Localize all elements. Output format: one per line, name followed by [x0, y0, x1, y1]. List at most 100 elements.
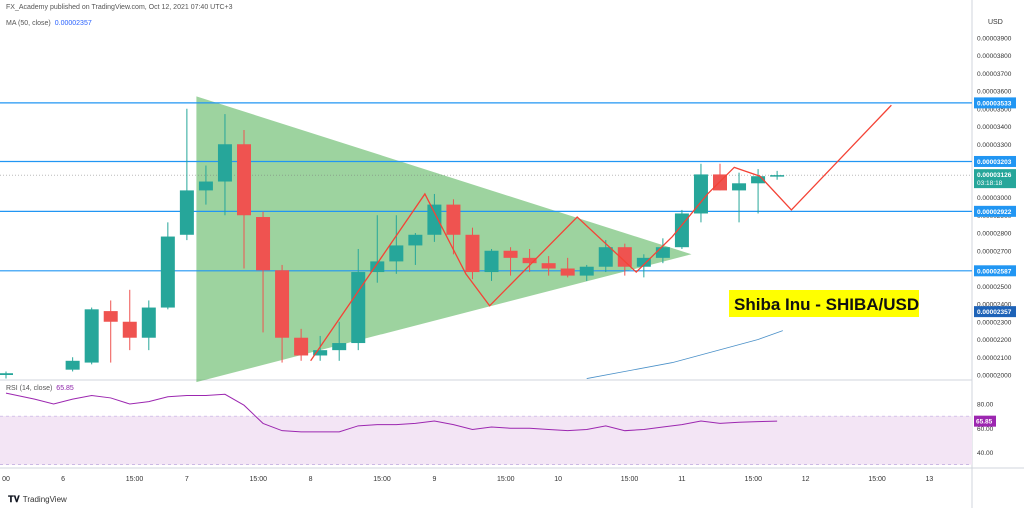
ma-label-text: MA (50, close) — [6, 20, 51, 27]
time-tick-label: 11 — [678, 476, 685, 483]
projection-zigzag — [310, 104, 892, 362]
price-tick-label: 0.00002700 — [977, 248, 1012, 255]
price-tick-label: 0.00002800 — [977, 231, 1012, 238]
candle-up — [579, 266, 594, 276]
level-price-badge — [974, 265, 1016, 277]
candle-down — [522, 257, 537, 264]
candle-up — [332, 343, 347, 351]
rsi-indicator-label: RSI (14, close) 65.85 — [6, 385, 74, 392]
ma-price-label: 0.00002357 — [977, 309, 1012, 316]
rsi-label-value: 65.85 — [56, 385, 74, 392]
candle-up — [370, 261, 385, 273]
level-price-label: 0.00002587 — [977, 268, 1012, 275]
candle-up — [427, 204, 442, 235]
candle-up — [84, 309, 99, 363]
level-price-label: 0.00003203 — [977, 159, 1012, 166]
candle-down — [446, 204, 461, 235]
last-price-badge — [974, 169, 1016, 189]
candle-up — [655, 247, 670, 258]
rsi-tick-label: 40.00 — [977, 450, 994, 457]
candle-up — [636, 257, 651, 267]
rsi-value-badge — [974, 415, 996, 427]
candle-down — [237, 144, 251, 216]
candle-down — [122, 321, 137, 338]
candle-up — [389, 245, 404, 262]
ma-label-value: 0.00002357 — [54, 20, 92, 27]
candle-up — [160, 236, 175, 308]
level-price-badge — [974, 97, 1016, 109]
price-tick-label: 0.00003300 — [977, 142, 1012, 149]
level-price-badge — [974, 205, 1016, 217]
candle-up — [351, 272, 366, 344]
candle-up — [732, 183, 747, 191]
countdown-label: 03:18:18 — [977, 180, 1003, 187]
candle-up — [179, 190, 194, 235]
candle-down — [256, 217, 271, 271]
triangle-pattern — [196, 96, 692, 383]
last-price-label: 0.00003126 — [977, 172, 1012, 179]
tradingview-brand: 𝐓𝐕 TradingView — [8, 494, 67, 505]
price-tick-label: 0.00003400 — [977, 124, 1012, 131]
rsi-line — [5, 392, 778, 433]
time-tick-label: 13 — [926, 476, 934, 483]
price-tick-label: 0.00003800 — [977, 53, 1012, 60]
price-tick-label: 0.00002500 — [977, 284, 1012, 291]
time-tick-label: 15:00 — [373, 476, 391, 483]
price-tick-label: 0.00002100 — [977, 355, 1012, 362]
price-tick-label: 0.00003000 — [977, 195, 1012, 202]
candle-up — [598, 247, 613, 267]
time-tick-label: 15:00 — [868, 476, 886, 483]
ma-line — [586, 330, 783, 379]
time-tick-label: 15:00 — [126, 476, 144, 483]
time-tick-label: 15:00 — [745, 476, 763, 483]
time-tick-label: 15:00 — [621, 476, 639, 483]
time-tick-label: 7 — [185, 476, 189, 483]
time-tick-label: 6 — [61, 476, 65, 483]
candle-down — [503, 250, 518, 258]
candle-up — [65, 360, 80, 370]
candle-down — [617, 247, 632, 267]
price-tick-label: 0.00002300 — [977, 319, 1012, 326]
rsi-tick-label: 60.00 — [977, 426, 994, 433]
price-tick-label: 0.00003500 — [977, 106, 1012, 113]
price-tick-label: 0.00003900 — [977, 35, 1012, 42]
brand-text: TradingView — [22, 495, 67, 504]
time-tick-label: 9 — [432, 476, 436, 483]
time-tick-label: 10 — [554, 476, 562, 483]
candle-up — [674, 213, 689, 248]
level-price-label: 0.00002922 — [977, 209, 1012, 216]
price-tick-label: 0.00002200 — [977, 337, 1012, 344]
chart-title-callout: Shiba Inu - SHIBA/USD — [729, 290, 919, 317]
candle-up — [217, 144, 232, 182]
chart-title: Shiba Inu - SHIBA/USD — [734, 295, 919, 314]
rsi-tick-label: 80.00 — [977, 402, 994, 409]
rsi-label-text: RSI (14, close) — [6, 385, 53, 392]
candle-up — [141, 307, 156, 338]
rsi-value-label: 65.85 — [976, 419, 993, 426]
candle-up — [751, 176, 766, 184]
candle-down — [465, 234, 480, 273]
candle-up — [693, 174, 708, 214]
publish-header: FX_Academy published on TradingView.com,… — [6, 4, 233, 11]
callout-background — [729, 290, 919, 317]
candle-down — [275, 270, 290, 338]
candle-up — [0, 373, 13, 375]
candle-up — [484, 250, 499, 273]
price-tick-label: 0.00002400 — [977, 302, 1012, 309]
level-price-badge — [974, 155, 1016, 167]
candle-down — [541, 263, 556, 269]
level-price-label: 0.00003533 — [977, 100, 1012, 107]
currency-badge[interactable]: USD — [988, 19, 1003, 26]
tradingview-logo-icon: 𝐓𝐕 — [8, 494, 20, 504]
candle-down — [560, 268, 575, 276]
ma-indicator-label: MA (50, close) 0.00002357 — [6, 20, 92, 27]
price-tick-label: 0.00002000 — [977, 373, 1012, 380]
candle-up — [408, 234, 423, 246]
time-tick-label: 00 — [2, 476, 10, 483]
candle-up — [313, 350, 328, 356]
candle-up — [770, 175, 785, 177]
time-tick-label: 15:00 — [497, 476, 515, 483]
price-tick-label: 0.00003600 — [977, 89, 1012, 96]
rsi-band — [0, 416, 972, 465]
